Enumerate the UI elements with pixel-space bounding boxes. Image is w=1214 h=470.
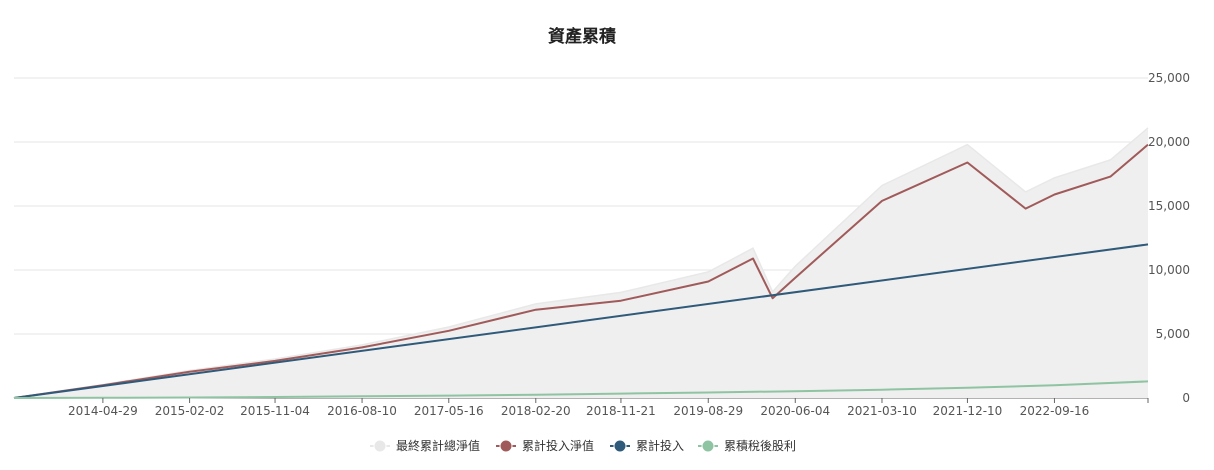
legend: 最終累計總淨值 累計投入淨值 累計投入 累積稅後股利: [370, 438, 796, 453]
x-tick-label: 2018-02-20: [501, 404, 571, 418]
x-tick-label: 2020-06-04: [760, 404, 830, 418]
chart-title: 資產累積: [548, 27, 616, 47]
x-tick-label: 2017-05-16: [414, 404, 484, 418]
series-line-3: [13, 380, 1149, 399]
x-tick-label: 2015-11-04: [240, 404, 310, 418]
y-tick-label: 25,000: [1148, 71, 1190, 85]
x-tick-label: 2021-03-10: [847, 404, 917, 418]
x-tick-label: 2015-02-02: [155, 404, 225, 418]
y-tick-label: 20,000: [1148, 135, 1190, 149]
series-line-0: [13, 127, 1149, 399]
series-line-1: [13, 143, 1149, 399]
x-tick-label: 2021-12-10: [933, 404, 1003, 418]
y-tick-label: 15,000: [1148, 199, 1190, 213]
y-tick-label: 0: [1182, 391, 1190, 405]
line-layer: [13, 143, 1149, 399]
x-tick-label: 2022-09-16: [1020, 404, 1090, 418]
legend-label: 累計投入淨值: [522, 438, 594, 453]
legend-swatch-dot: [373, 439, 387, 453]
legend-swatch-dot: [499, 439, 513, 453]
series-line-2: [13, 243, 1149, 399]
area-layer: [13, 127, 1149, 399]
legend-swatch-dot: [613, 439, 627, 453]
legend-label: 累計投入: [636, 438, 684, 453]
x-tick-label: 2016-08-10: [327, 404, 397, 418]
legend-item-2[interactable]: 累計投入: [610, 438, 684, 453]
x-tick-label: 2014-04-29: [68, 404, 138, 418]
x-tick-label: 2018-11-21: [586, 404, 656, 418]
y-tick-label: 10,000: [1148, 263, 1190, 277]
legend-label: 最終累計總淨值: [396, 438, 480, 453]
legend-swatch-dot: [701, 439, 715, 453]
legend-label: 累積稅後股利: [724, 438, 796, 453]
legend-item-3[interactable]: 累積稅後股利: [698, 438, 796, 453]
y-tick-label: 5,000: [1156, 327, 1190, 341]
legend-item-1[interactable]: 累計投入淨值: [496, 438, 594, 453]
series-area-0: [14, 127, 1148, 399]
axis-layer: 0 5,000 10,000 15,000 20,000 25,000 2014-04-29…: [68, 71, 1190, 418]
x-tick-label: 2019-08-29: [673, 404, 743, 418]
legend-item-0[interactable]: 最終累計總淨值: [370, 438, 480, 453]
